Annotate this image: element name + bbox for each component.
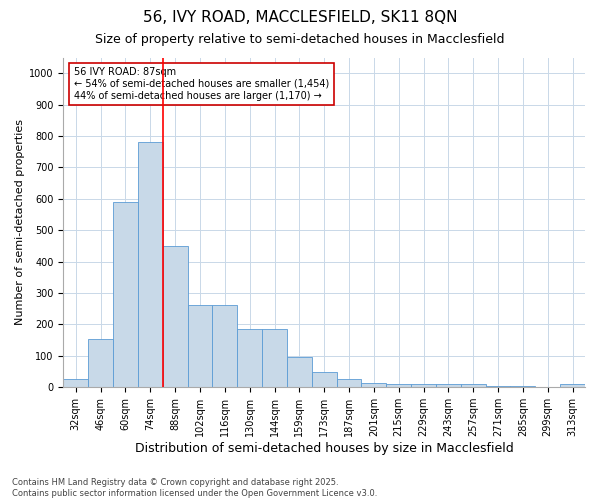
Bar [485, 386, 511, 387]
Bar [138, 142, 163, 387]
Bar [461, 384, 485, 387]
Bar [262, 329, 287, 387]
X-axis label: Distribution of semi-detached houses by size in Macclesfield: Distribution of semi-detached houses by … [135, 442, 514, 455]
Bar [535, 386, 560, 387]
Bar [212, 304, 237, 387]
Y-axis label: Number of semi-detached properties: Number of semi-detached properties [15, 120, 25, 326]
Text: Size of property relative to semi-detached houses in Macclesfield: Size of property relative to semi-detach… [95, 32, 505, 46]
Bar [312, 372, 337, 387]
Bar [287, 357, 312, 387]
Bar [163, 246, 188, 387]
Bar [411, 384, 436, 387]
Text: Contains HM Land Registry data © Crown copyright and database right 2025.
Contai: Contains HM Land Registry data © Crown c… [12, 478, 377, 498]
Text: 56, IVY ROAD, MACCLESFIELD, SK11 8QN: 56, IVY ROAD, MACCLESFIELD, SK11 8QN [143, 10, 457, 25]
Text: 56 IVY ROAD: 87sqm
← 54% of semi-detached houses are smaller (1,454)
44% of semi: 56 IVY ROAD: 87sqm ← 54% of semi-detache… [74, 68, 329, 100]
Bar [237, 329, 262, 387]
Bar [113, 202, 138, 387]
Bar [386, 384, 411, 387]
Bar [88, 340, 113, 387]
Bar [560, 384, 585, 387]
Bar [436, 384, 461, 387]
Bar [337, 380, 361, 387]
Bar [64, 380, 88, 387]
Bar [361, 382, 386, 387]
Bar [188, 304, 212, 387]
Bar [511, 386, 535, 387]
